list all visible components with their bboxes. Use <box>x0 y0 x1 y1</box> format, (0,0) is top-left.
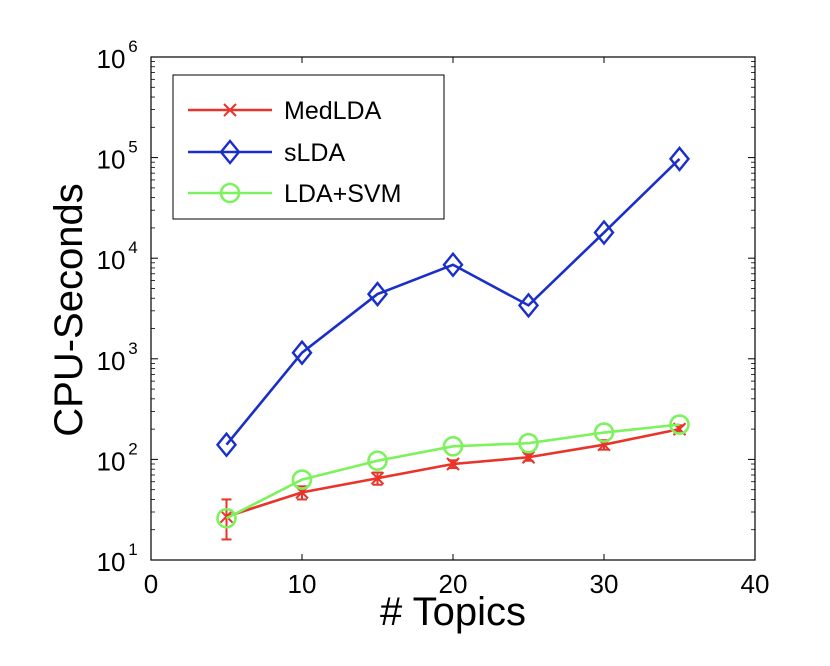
y-tick-label-base: 10 <box>97 245 126 275</box>
y-tick-label-base: 10 <box>97 44 126 74</box>
legend-label: sLDA <box>284 139 345 167</box>
legend-marker <box>219 139 241 165</box>
x-tick-label: 40 <box>741 569 770 599</box>
data-point <box>215 431 238 458</box>
series-slda <box>215 146 691 458</box>
legend-label: LDA+SVM <box>284 180 401 208</box>
data-point <box>668 146 691 172</box>
data-point <box>291 469 313 490</box>
x-tick-label: 0 <box>144 569 158 599</box>
data-point <box>446 457 460 471</box>
y-tick-label-base: 10 <box>97 547 126 577</box>
legend-item: LDA+SVM <box>188 180 401 208</box>
data-point <box>442 251 464 278</box>
data-point <box>219 509 234 524</box>
y-tick-label-exponent: 3 <box>128 339 137 358</box>
legend-label: MedLDA <box>284 97 382 125</box>
data-point <box>517 292 540 319</box>
series-layer <box>215 146 691 541</box>
data-point <box>366 281 389 307</box>
x-axis-label: # Topics <box>380 590 526 634</box>
series-line <box>225 423 680 520</box>
legend-item: MedLDA <box>188 97 382 125</box>
x-tick-label: 10 <box>288 569 317 599</box>
legend: MedLDA sLDA LDA+SVM <box>172 74 445 220</box>
y-axis-label: CPU-Seconds <box>47 183 91 436</box>
legend-box <box>172 74 445 220</box>
y-tick-label-exponent: 5 <box>128 138 137 157</box>
y-tick-label-base: 10 <box>97 346 126 376</box>
data-point <box>216 507 237 529</box>
legend-items: MedLDA sLDA LDA+SVM <box>188 97 401 208</box>
y-tick-label-base: 10 <box>97 145 126 175</box>
y-tick-label-exponent: 2 <box>128 439 137 458</box>
series-line <box>225 157 681 446</box>
data-point <box>442 435 464 457</box>
x-tick-label: 30 <box>590 569 619 599</box>
y-tick-label-exponent: 6 <box>128 37 137 56</box>
data-point <box>521 450 536 464</box>
legend-marker <box>223 103 237 117</box>
data-point <box>593 422 615 443</box>
legend-marker <box>219 182 241 204</box>
series-lda-svm <box>216 414 690 529</box>
y-tick-label-base: 10 <box>97 446 126 476</box>
y-tick-label-exponent: 4 <box>128 238 137 257</box>
data-point <box>518 432 539 454</box>
y-tick-label-exponent: 1 <box>128 540 137 559</box>
data-point <box>367 450 388 472</box>
series-medlda <box>219 422 687 541</box>
data-point <box>291 339 313 366</box>
x-tick-label: 20 <box>439 569 468 599</box>
data-point <box>669 414 690 435</box>
data-point <box>593 219 615 246</box>
data-point <box>370 471 385 485</box>
legend-item: sLDA <box>188 139 345 167</box>
